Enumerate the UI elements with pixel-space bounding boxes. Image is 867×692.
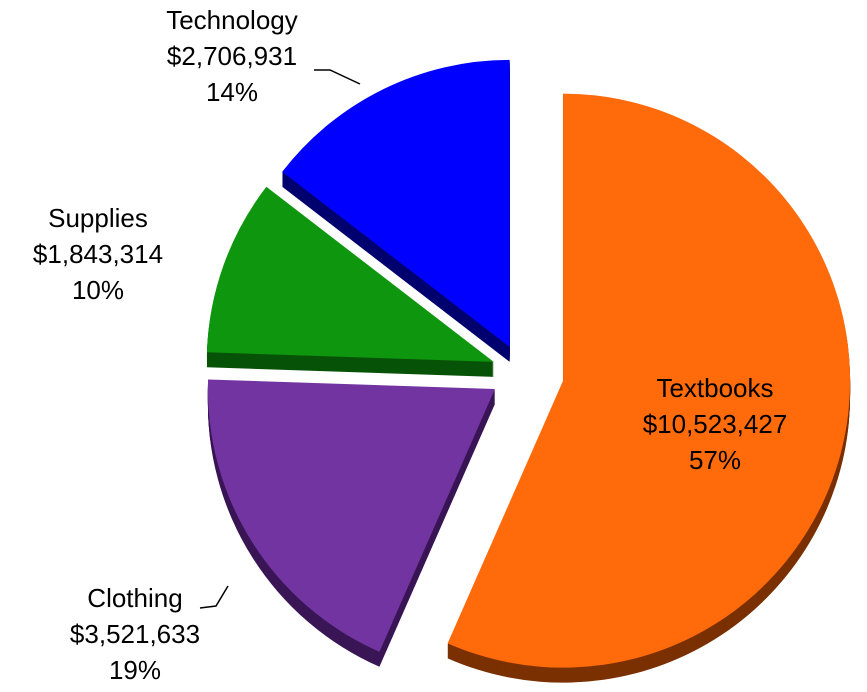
slice [282,59,510,347]
slice-label-percent: 57% [689,445,741,475]
slice-label-percent: 10% [72,275,124,305]
slice-label-value: $3,521,633 [70,619,200,649]
slice-label-name: Technology [166,5,298,35]
slice-label-value: $1,843,314 [33,239,163,269]
slice [206,186,494,362]
slice [447,93,851,668]
leader-line [314,69,361,85]
slice-label-percent: 19% [109,655,161,685]
slice [207,379,495,652]
slice-label-name: Textbooks [656,373,773,403]
leader-line [199,585,229,609]
slice-label-percent: 14% [206,77,258,107]
slice-label-value: $10,523,427 [643,409,788,439]
slice-label-name: Clothing [87,583,182,613]
slice-label-name: Supplies [48,203,148,233]
slice-label-value: $2,706,931 [167,41,297,71]
